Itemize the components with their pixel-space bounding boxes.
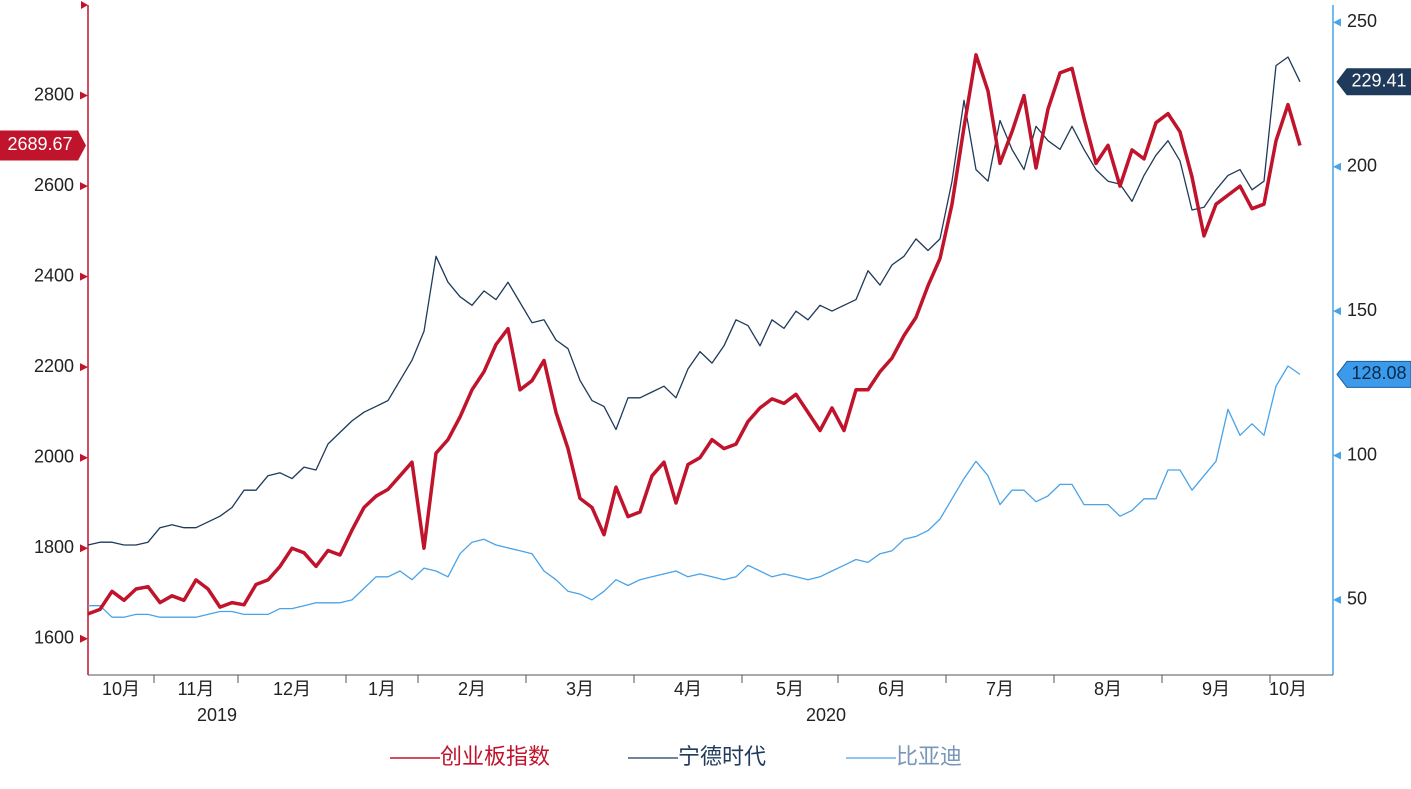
year-label: 2020 [806, 705, 846, 725]
x-tick-label: 4月 [674, 679, 702, 699]
x-tick-label: 5月 [776, 679, 804, 699]
value-tag [1336, 360, 1411, 388]
x-tick-label: 6月 [878, 679, 906, 699]
legend-label: 比亚迪 [896, 744, 962, 769]
series-line [88, 365, 1301, 618]
y2-tick [1333, 162, 1341, 171]
x-tick-label: 12月 [273, 679, 311, 699]
x-tick-label: 8月 [1094, 679, 1122, 699]
legend-label: 创业板指数 [440, 744, 550, 769]
series-line [87, 56, 1301, 546]
y-tick [80, 634, 88, 643]
x-tick-label: 7月 [986, 679, 1014, 699]
x-tick-label: 2月 [458, 679, 486, 699]
y2-tick [1333, 451, 1341, 460]
y-tick [80, 363, 88, 372]
y-tick-label: 1600 [34, 628, 74, 648]
y2-tick [1333, 595, 1341, 604]
x-tick-label: 9月 [1202, 679, 1230, 699]
y-tick [80, 453, 88, 462]
y2-tick [1333, 307, 1341, 316]
y-tick-label: 2400 [34, 265, 74, 285]
y-tick [80, 91, 88, 100]
y2-tick-label: 250 [1347, 11, 1377, 31]
series-line [87, 53, 1302, 616]
y2-tick-label: 200 [1347, 155, 1377, 175]
y-tick-label: 2600 [34, 175, 74, 195]
value-label: 2689.67 [7, 134, 72, 154]
value-label: 128.08 [1351, 363, 1406, 383]
y-tick [80, 544, 88, 553]
y2-tick-label: 100 [1347, 444, 1377, 464]
value-tag [0, 130, 86, 161]
x-tick-label: 3月 [566, 679, 594, 699]
x-tick-label: 10月 [1269, 679, 1307, 699]
x-tick-label: 10月 [102, 679, 140, 699]
value-tag [1336, 68, 1411, 96]
y-tick-label: 2200 [34, 356, 74, 376]
y-tick [80, 272, 88, 281]
y-tick-label: 2800 [34, 84, 74, 104]
y-tick [80, 182, 88, 191]
y2-tick [1333, 18, 1341, 27]
y-tick-label: 2000 [34, 446, 74, 466]
y2-tick-label: 50 [1347, 589, 1367, 609]
value-label: 229.41 [1351, 71, 1406, 91]
y-tick-label: 1800 [34, 537, 74, 557]
legend-label: 宁德时代 [678, 744, 766, 769]
axis-arrow [81, 1, 88, 9]
year-label: 2019 [197, 705, 237, 725]
x-tick-label: 11月 [178, 679, 215, 699]
y2-tick-label: 150 [1347, 300, 1377, 320]
x-tick-label: 1月 [368, 679, 396, 699]
